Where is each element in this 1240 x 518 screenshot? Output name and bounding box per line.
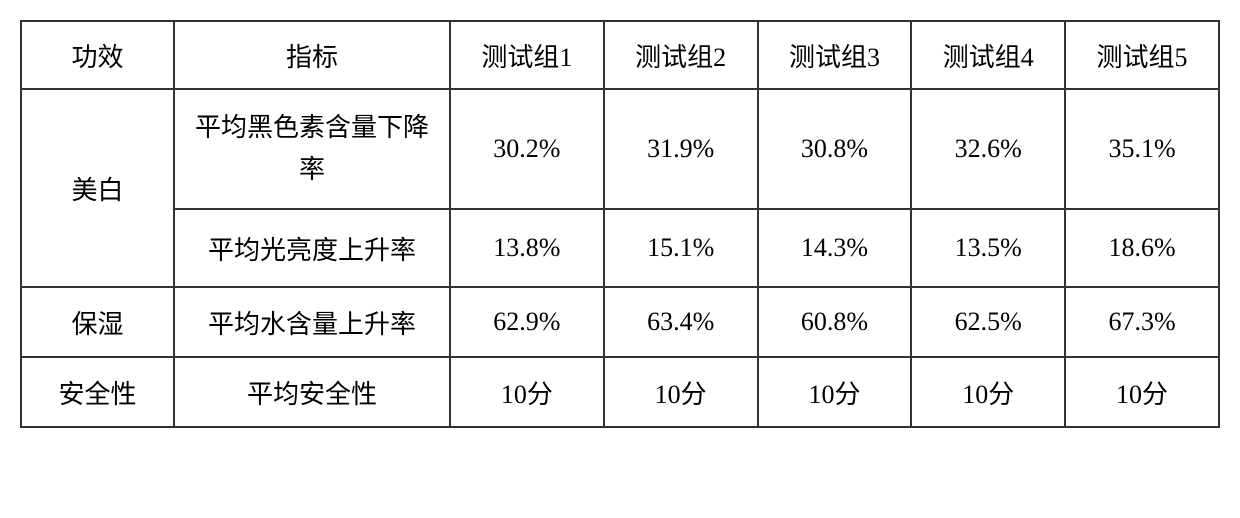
- table-row: 美白 平均黑色素含量下降率 30.2% 31.9% 30.8% 32.6% 35…: [21, 89, 1219, 209]
- data-cell: 35.1%: [1065, 89, 1219, 209]
- header-group-5: 测试组5: [1065, 21, 1219, 89]
- data-cell: 32.6%: [911, 89, 1065, 209]
- data-cell: 10分: [450, 357, 604, 427]
- header-group-2: 测试组2: [604, 21, 758, 89]
- indicator-cell: 平均黑色素含量下降率: [174, 89, 450, 209]
- data-cell: 15.1%: [604, 209, 758, 287]
- header-group-1: 测试组1: [450, 21, 604, 89]
- indicator-cell: 平均光亮度上升率: [174, 209, 450, 287]
- indicator-cell: 平均安全性: [174, 357, 450, 427]
- table-header-row: 功效 指标 测试组1 测试组2 测试组3 测试组4 测试组5: [21, 21, 1219, 89]
- efficacy-cell: 保湿: [21, 287, 174, 357]
- indicator-text: 平均黑色素含量下降率: [183, 107, 441, 190]
- data-cell: 60.8%: [758, 287, 912, 357]
- data-cell: 13.5%: [911, 209, 1065, 287]
- data-cell: 10分: [758, 357, 912, 427]
- table-row: 平均光亮度上升率 13.8% 15.1% 14.3% 13.5% 18.6%: [21, 209, 1219, 287]
- header-group-4: 测试组4: [911, 21, 1065, 89]
- data-cell: 63.4%: [604, 287, 758, 357]
- header-indicator: 指标: [174, 21, 450, 89]
- data-cell: 10分: [604, 357, 758, 427]
- data-cell: 30.2%: [450, 89, 604, 209]
- efficacy-table: 功效 指标 测试组1 测试组2 测试组3 测试组4 测试组5 美白 平均黑色素含…: [20, 20, 1220, 428]
- data-cell: 10分: [911, 357, 1065, 427]
- data-cell: 31.9%: [604, 89, 758, 209]
- table-row: 安全性 平均安全性 10分 10分 10分 10分 10分: [21, 357, 1219, 427]
- efficacy-cell: 美白: [21, 89, 174, 287]
- data-cell: 67.3%: [1065, 287, 1219, 357]
- header-efficacy: 功效: [21, 21, 174, 89]
- data-cell: 10分: [1065, 357, 1219, 427]
- data-cell: 18.6%: [1065, 209, 1219, 287]
- data-cell: 62.9%: [450, 287, 604, 357]
- indicator-cell: 平均水含量上升率: [174, 287, 450, 357]
- data-cell: 13.8%: [450, 209, 604, 287]
- data-cell: 62.5%: [911, 287, 1065, 357]
- efficacy-cell: 安全性: [21, 357, 174, 427]
- table-row: 保湿 平均水含量上升率 62.9% 63.4% 60.8% 62.5% 67.3…: [21, 287, 1219, 357]
- data-cell: 30.8%: [758, 89, 912, 209]
- header-group-3: 测试组3: [758, 21, 912, 89]
- data-cell: 14.3%: [758, 209, 912, 287]
